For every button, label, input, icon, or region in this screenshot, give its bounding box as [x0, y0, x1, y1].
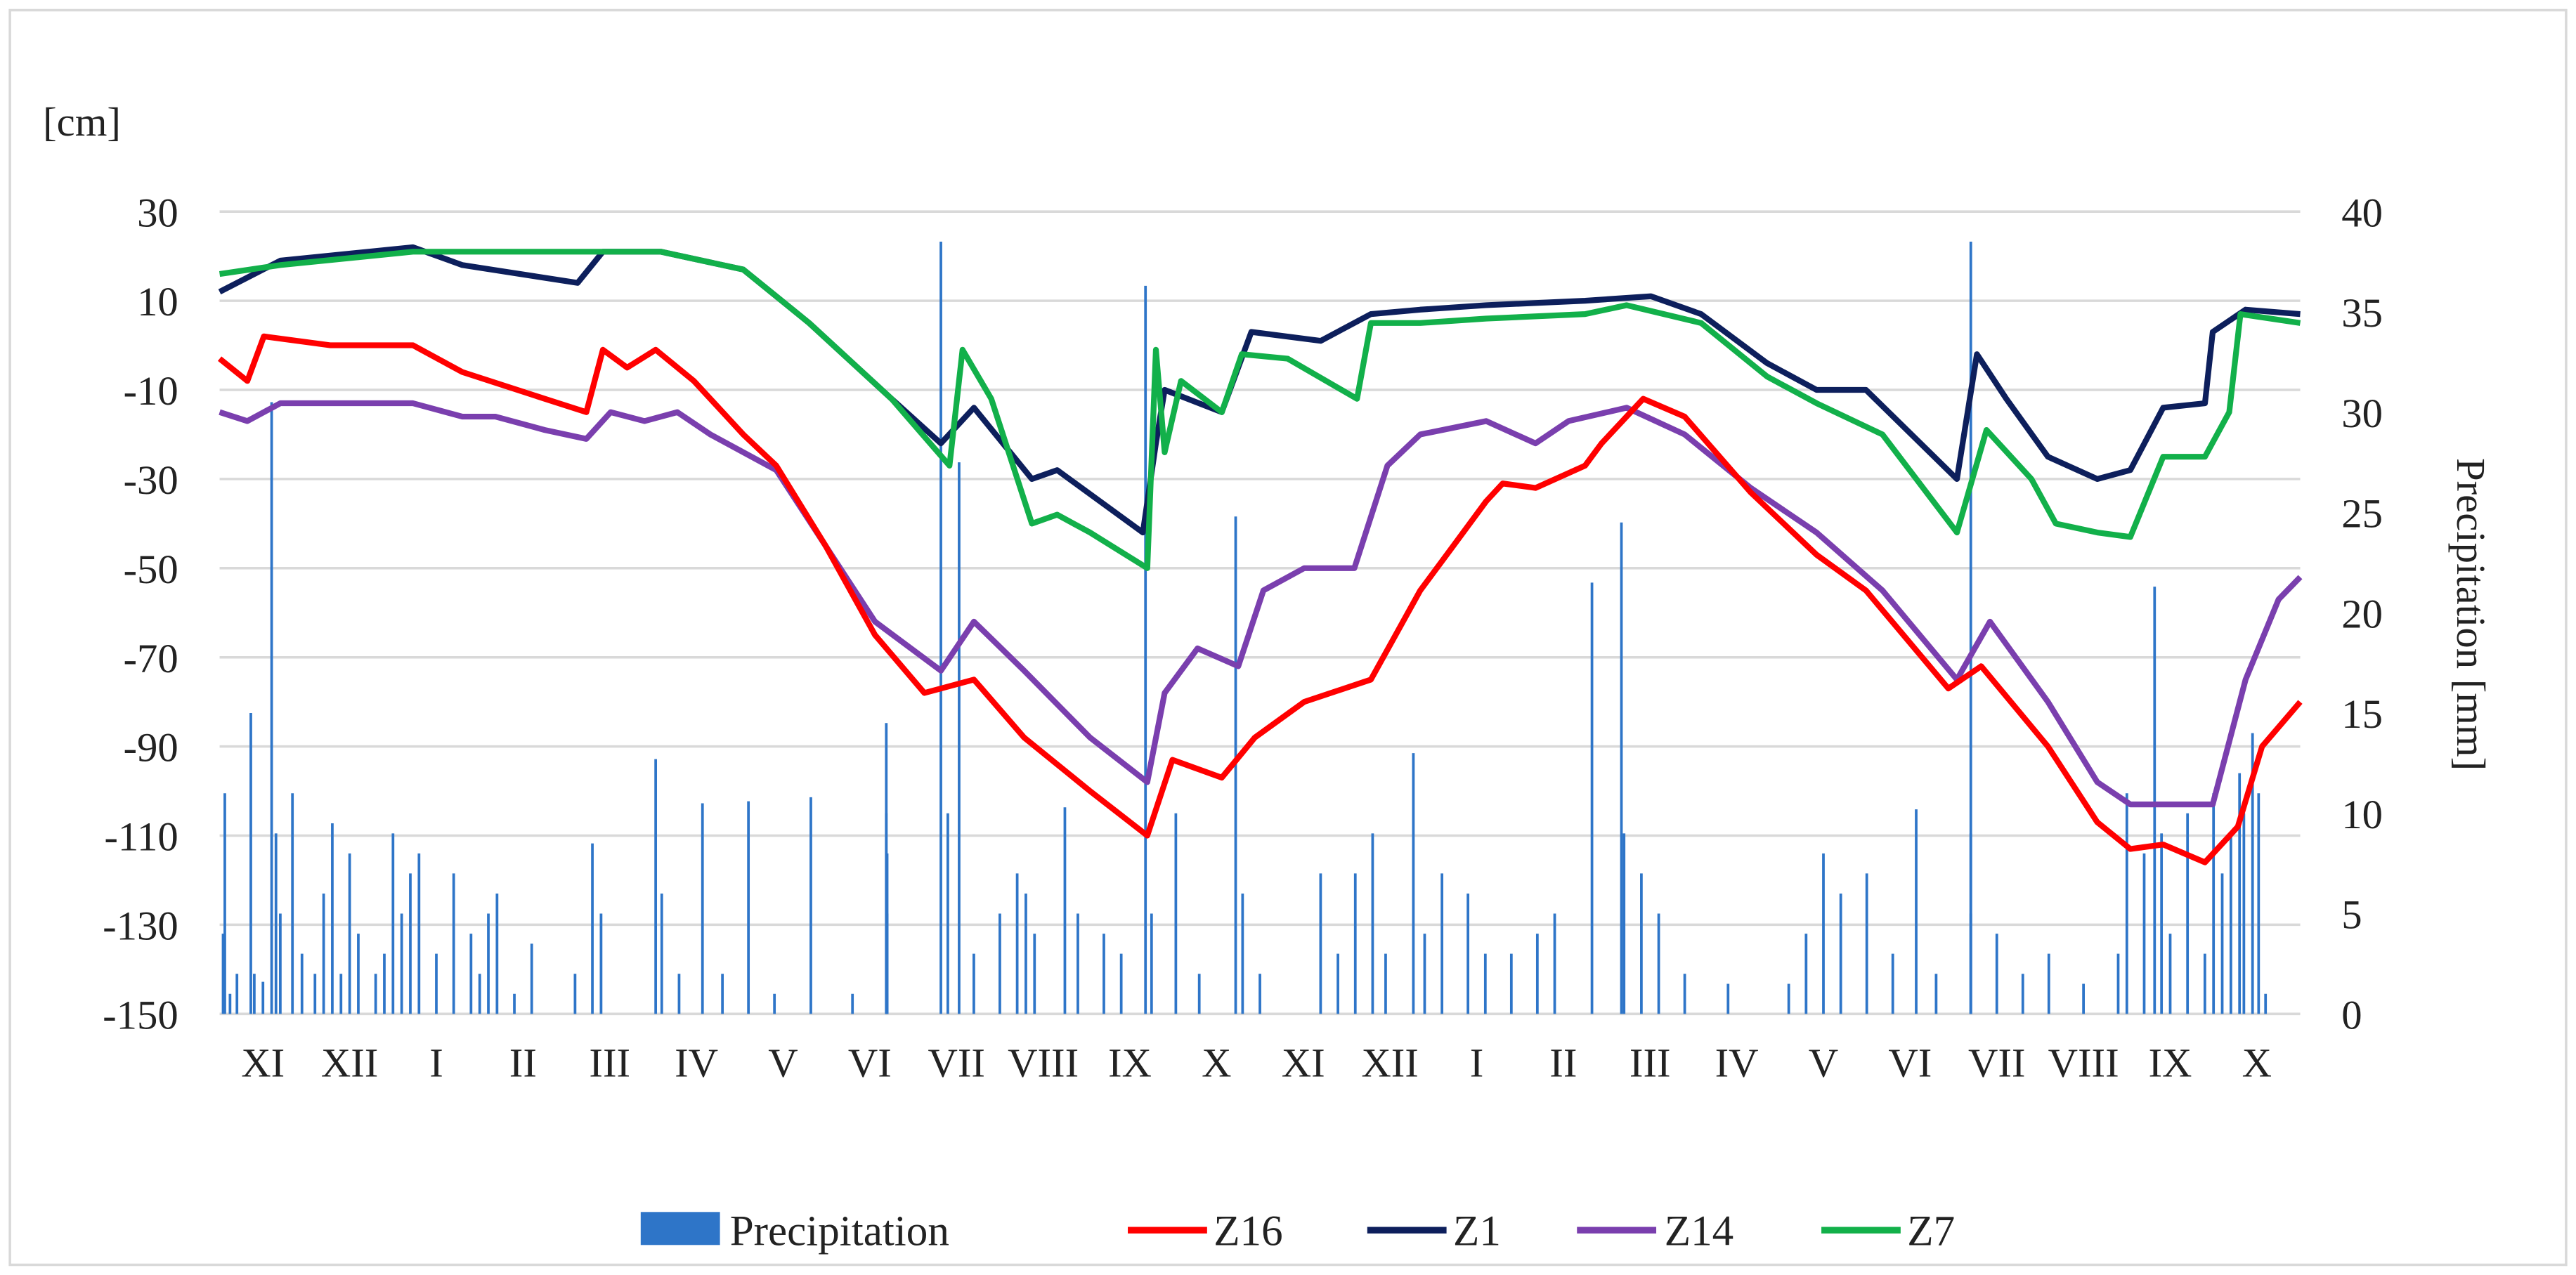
x-axis-ticks: XI XII I II III IV V VI VII VIII IX X XI XII I II III IV V…: [241, 1040, 2272, 1086]
x-tick-label: III: [1629, 1040, 1671, 1086]
x-tick-label: XII: [321, 1040, 379, 1086]
x-tick-label: XI: [241, 1040, 285, 1086]
x-tick-label: IX: [1108, 1040, 1152, 1086]
series-lines: [217, 244, 2303, 865]
y-axis-ticks: 30 10 -10 -30 -50 -70 -90 -110 -130 -150: [103, 190, 178, 1038]
x-tick-label: IV: [1715, 1040, 1759, 1086]
y2-axis-label: Precipitation [mm]: [2448, 458, 2494, 771]
x-tick-label: VI: [848, 1040, 892, 1086]
y-tick-label: -90: [124, 725, 178, 771]
y2-tick-label: 10: [2341, 792, 2383, 837]
x-tick-label: X: [1202, 1040, 1231, 1086]
legend-label-z16: Z16: [1214, 1208, 1282, 1255]
x-tick-label: II: [509, 1040, 537, 1086]
y2-tick-label: 0: [2341, 992, 2362, 1038]
series-line-z7: [219, 249, 2301, 571]
y-tick-label: -70: [124, 636, 178, 681]
x-tick-label: VII: [928, 1040, 985, 1086]
x-tick-label: I: [429, 1040, 443, 1086]
x-tick-label: V: [1809, 1040, 1838, 1086]
legend-label-z1: Z1: [1453, 1208, 1501, 1255]
x-tick-label: VI: [1888, 1040, 1932, 1086]
y-tick-label: -30: [124, 457, 178, 503]
x-tick-label: VIII: [2048, 1040, 2119, 1086]
y2-tick-label: 5: [2341, 892, 2362, 938]
legend-label-precipitation: Precipitation: [730, 1208, 949, 1255]
chart-border: [8, 8, 2568, 1267]
x-tick-label: IV: [675, 1040, 718, 1086]
y-tick-label: 10: [137, 279, 178, 325]
y2-axis-ticks: 40 35 30 25 20 15 10 5 0: [2341, 190, 2383, 1038]
y2-tick-label: 40: [2341, 190, 2383, 235]
legend-label-z7: Z7: [1907, 1208, 1955, 1255]
y-tick-label: -10: [124, 368, 178, 414]
y2-tick-label: 35: [2341, 290, 2383, 336]
series-line-z14: [219, 400, 2303, 808]
x-tick-label: VII: [1968, 1040, 2026, 1086]
legend-label-z14: Z14: [1665, 1208, 1733, 1255]
x-tick-label: I: [1470, 1040, 1484, 1086]
x-tick-label: III: [589, 1040, 630, 1086]
legend-swatch-precipitation: [640, 1212, 720, 1245]
x-tick-label: XI: [1282, 1040, 1325, 1086]
y-axis-label: [cm]: [43, 99, 121, 145]
y-tick-label: 30: [137, 190, 178, 235]
precipitation-bars: [221, 242, 2268, 1014]
legend: Precipitation Z16 Z1 Z14 Z7: [640, 1208, 1955, 1255]
x-tick-label: X: [2242, 1040, 2272, 1086]
x-tick-label: V: [768, 1040, 798, 1086]
x-tick-label: IX: [2148, 1040, 2192, 1086]
series-line-z16: [217, 333, 2303, 865]
y-tick-label: -50: [124, 547, 178, 592]
y2-tick-label: 25: [2341, 491, 2383, 537]
y-tick-label: -130: [103, 903, 178, 949]
x-tick-label: VIII: [1008, 1040, 1079, 1086]
x-tick-label: XII: [1361, 1040, 1419, 1086]
y2-tick-label: 20: [2341, 591, 2383, 636]
y-tick-label: -150: [103, 992, 178, 1038]
y2-tick-label: 15: [2341, 691, 2383, 737]
x-tick-label: II: [1549, 1040, 1577, 1086]
y-tick-label: -110: [104, 814, 178, 860]
y2-tick-label: 30: [2341, 391, 2383, 436]
